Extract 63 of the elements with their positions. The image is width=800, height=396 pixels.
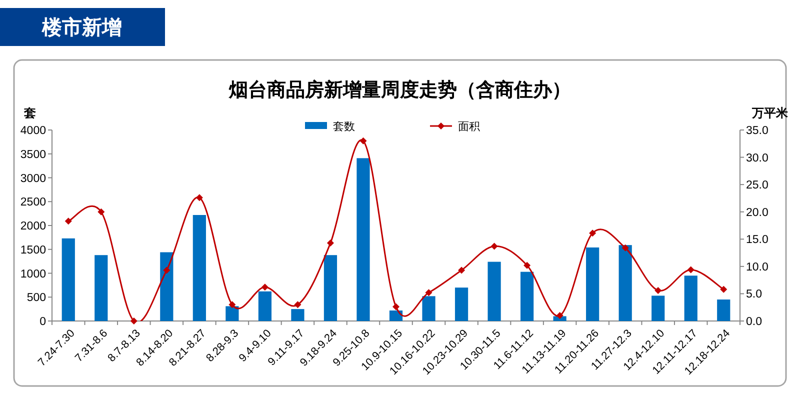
bar — [717, 300, 730, 321]
point — [392, 303, 400, 310]
point — [261, 284, 268, 291]
y-tick-label: 0 — [40, 316, 46, 328]
y2-tick-label: 15.0 — [746, 234, 768, 246]
y2-tick-label: 20.0 — [746, 206, 768, 219]
bar — [291, 309, 304, 321]
point — [490, 242, 498, 250]
bar — [258, 291, 272, 321]
point — [196, 194, 203, 202]
bar — [488, 262, 501, 321]
point — [130, 318, 138, 324]
bar — [160, 252, 174, 321]
point — [589, 230, 596, 237]
bar — [192, 214, 206, 321]
point — [720, 286, 728, 293]
point — [687, 266, 694, 274]
point — [524, 262, 531, 269]
y2-tick-label: 30.0 — [746, 152, 768, 164]
bar — [62, 238, 75, 321]
bar — [422, 296, 436, 321]
bar — [684, 276, 698, 321]
bar — [226, 306, 239, 321]
y-tick-label: 1000 — [20, 268, 46, 280]
bar — [389, 310, 403, 321]
bar — [356, 158, 370, 321]
point — [228, 301, 236, 308]
point — [425, 289, 432, 296]
y2-tick-label: 5.0 — [746, 288, 762, 301]
point — [64, 218, 72, 225]
bar — [520, 272, 534, 321]
y-tick-label: 3500 — [20, 148, 46, 161]
y-tick-label: 500 — [26, 292, 46, 304]
annotation: 楼市新增 — [0, 8, 165, 46]
point — [326, 239, 334, 246]
y2-axis-title: 万平米 — [751, 106, 789, 120]
point — [654, 286, 662, 294]
y-axis-title: 套 — [23, 106, 36, 120]
y-tick-label: 4000 — [20, 125, 46, 137]
bar — [94, 255, 108, 321]
y-tick-label: 3000 — [20, 172, 46, 185]
y2-tick-label: 0.0 — [746, 316, 762, 328]
bar — [586, 247, 600, 321]
y2-tick-label: 35.0 — [746, 125, 768, 137]
y-tick-label: 1500 — [20, 244, 46, 256]
y-tick-label: 2500 — [20, 196, 46, 209]
y-tick-label: 2000 — [20, 220, 46, 232]
point — [163, 266, 170, 274]
bar — [618, 245, 632, 321]
point — [98, 208, 105, 216]
bar — [652, 296, 665, 321]
point — [360, 137, 367, 144]
bar — [454, 288, 468, 321]
legend-label: 面积 — [458, 121, 480, 133]
point — [294, 301, 302, 308]
chart-title: 烟台商品房新增量周度走势（含商住办） — [228, 79, 571, 101]
point — [556, 312, 564, 320]
point — [458, 266, 466, 274]
y2-tick-label: 10.0 — [746, 261, 768, 274]
legend-label: 套数 — [333, 121, 355, 133]
point — [622, 244, 629, 252]
bar — [324, 255, 338, 321]
y2-tick-label: 25.0 — [746, 180, 768, 192]
